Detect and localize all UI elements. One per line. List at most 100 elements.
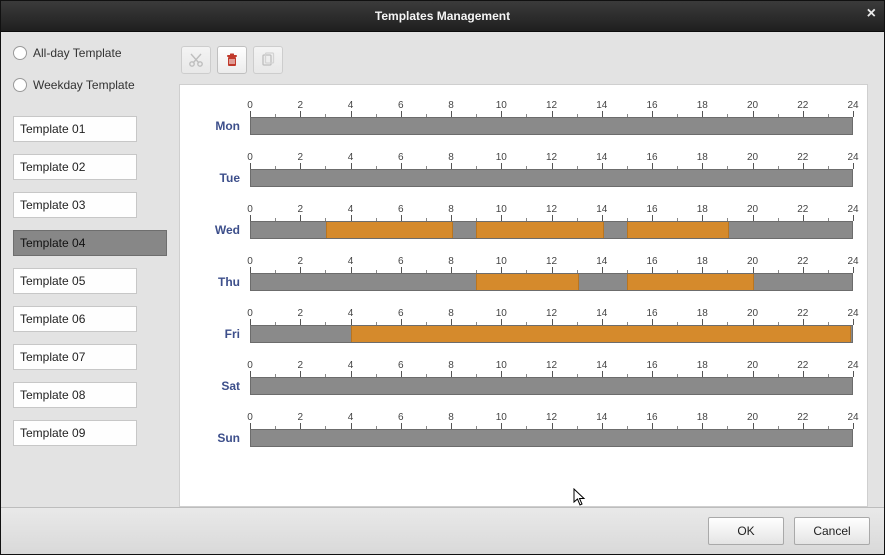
delete-button[interactable]	[217, 46, 247, 74]
template-item[interactable]: Template 03	[13, 192, 137, 218]
close-icon[interactable]: ×	[867, 5, 876, 23]
track[interactable]: 024681012141618202224	[250, 155, 853, 187]
hour-label: 20	[747, 360, 758, 371]
hour-ruler: 024681012141618202224	[250, 155, 853, 169]
hour-label: 6	[398, 204, 404, 215]
hour-label: 16	[646, 100, 657, 111]
time-bar[interactable]	[250, 117, 853, 135]
hour-label: 18	[697, 308, 708, 319]
ok-label: OK	[737, 524, 754, 538]
track[interactable]: 024681012141618202224	[250, 207, 853, 239]
radio-weekday-template[interactable]: Weekday Template	[13, 78, 171, 92]
ok-button[interactable]: OK	[708, 517, 784, 545]
hour-label: 20	[747, 204, 758, 215]
time-bar[interactable]	[250, 273, 853, 291]
template-item[interactable]: Template 09	[13, 420, 137, 446]
hour-label: 8	[448, 308, 454, 319]
hour-label: 14	[596, 256, 607, 267]
hour-label: 18	[697, 412, 708, 423]
radio-label: Weekday Template	[33, 78, 135, 92]
hour-label: 24	[847, 204, 858, 215]
hour-label: 8	[448, 204, 454, 215]
titlebar: Templates Management ×	[1, 1, 884, 32]
hour-label: 16	[646, 204, 657, 215]
copy-button[interactable]	[253, 46, 283, 74]
hour-label: 10	[496, 256, 507, 267]
hour-label: 20	[747, 308, 758, 319]
hour-label: 8	[448, 412, 454, 423]
time-bar[interactable]	[250, 325, 853, 343]
hour-label: 4	[348, 412, 354, 423]
day-row: Sun024681012141618202224	[194, 415, 853, 447]
day-label: Thu	[194, 275, 250, 289]
time-bar[interactable]	[250, 169, 853, 187]
hour-label: 6	[398, 152, 404, 163]
template-item[interactable]: Template 02	[13, 154, 137, 180]
track[interactable]: 024681012141618202224	[250, 103, 853, 135]
template-label: Template 04	[20, 236, 85, 250]
cancel-button[interactable]: Cancel	[794, 517, 870, 545]
template-item[interactable]: Template 08	[13, 382, 137, 408]
hour-label: 0	[247, 100, 253, 111]
time-segment[interactable]	[351, 326, 851, 342]
hour-label: 12	[546, 204, 557, 215]
sidebar: All-day Template Weekday Template Templat…	[13, 46, 171, 507]
time-segment[interactable]	[476, 274, 578, 290]
day-row: Fri024681012141618202224	[194, 311, 853, 343]
scissors-icon	[188, 52, 204, 68]
hour-label: 22	[797, 256, 808, 267]
template-item[interactable]: Template 07	[13, 344, 137, 370]
hour-label: 22	[797, 152, 808, 163]
track[interactable]: 024681012141618202224	[250, 259, 853, 291]
time-segment[interactable]	[326, 222, 453, 238]
hour-label: 20	[747, 256, 758, 267]
hour-label: 14	[596, 412, 607, 423]
hour-label: 20	[747, 100, 758, 111]
cut-button[interactable]	[181, 46, 211, 74]
hour-label: 0	[247, 412, 253, 423]
hour-label: 20	[747, 152, 758, 163]
track[interactable]: 024681012141618202224	[250, 311, 853, 343]
time-segment[interactable]	[627, 274, 754, 290]
day-label: Mon	[194, 119, 250, 133]
template-item[interactable]: Template 05	[13, 268, 137, 294]
time-segment[interactable]	[627, 222, 729, 238]
hour-label: 18	[697, 152, 708, 163]
hour-label: 4	[348, 360, 354, 371]
hour-label: 6	[398, 308, 404, 319]
hour-ruler: 024681012141618202224	[250, 363, 853, 377]
hour-label: 10	[496, 412, 507, 423]
hour-label: 0	[247, 308, 253, 319]
hour-label: 12	[546, 100, 557, 111]
time-segment[interactable]	[476, 222, 603, 238]
hour-label: 22	[797, 360, 808, 371]
template-label: Template 03	[20, 198, 85, 212]
hour-label: 16	[646, 360, 657, 371]
hour-label: 18	[697, 360, 708, 371]
day-label: Sat	[194, 379, 250, 393]
radio-icon	[13, 46, 27, 60]
hour-label: 12	[546, 152, 557, 163]
template-item[interactable]: Template 04	[13, 230, 167, 256]
track[interactable]: 024681012141618202224	[250, 363, 853, 395]
hour-label: 0	[247, 152, 253, 163]
track[interactable]: 024681012141618202224	[250, 415, 853, 447]
hour-label: 4	[348, 256, 354, 267]
hour-label: 4	[348, 152, 354, 163]
template-item[interactable]: Template 01	[13, 116, 137, 142]
hour-label: 22	[797, 204, 808, 215]
time-bar[interactable]	[250, 221, 853, 239]
hour-ruler: 024681012141618202224	[250, 103, 853, 117]
hour-ruler: 024681012141618202224	[250, 207, 853, 221]
radio-all-day-template[interactable]: All-day Template	[13, 46, 171, 60]
radio-label: All-day Template	[33, 46, 122, 60]
hour-label: 0	[247, 204, 253, 215]
time-bar[interactable]	[250, 377, 853, 395]
template-item[interactable]: Template 06	[13, 306, 137, 332]
hour-label: 12	[546, 360, 557, 371]
hour-label: 4	[348, 308, 354, 319]
hour-label: 12	[546, 256, 557, 267]
day-row: Mon024681012141618202224	[194, 103, 853, 135]
time-bar[interactable]	[250, 429, 853, 447]
hour-label: 16	[646, 152, 657, 163]
